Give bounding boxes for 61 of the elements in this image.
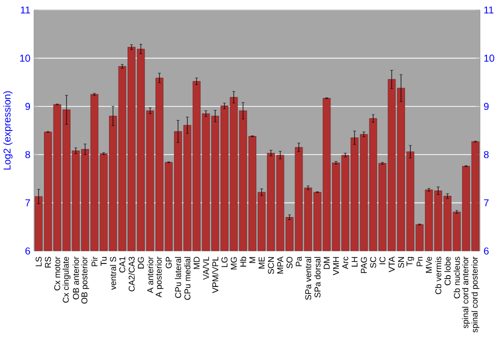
x-tick-label: Cx cingulate	[62, 256, 70, 303]
x-tick-label: Cb vermis	[435, 256, 442, 294]
x-tick-label: SPa ventral	[304, 257, 312, 300]
x-tick-label: CPu medial	[184, 257, 190, 300]
x-tick-label: MD	[194, 256, 200, 269]
x-tick-label: Arc	[342, 256, 348, 270]
x-tick-label: Tu	[100, 257, 107, 266]
y-tick-label: 7	[25, 199, 30, 206]
x-tick-label: ventral S	[110, 256, 116, 290]
x-tick-label: spinal cord posterior	[471, 256, 480, 332]
x-tick-label: Tg	[406, 256, 414, 266]
x-tick-label: A anterior	[147, 256, 154, 294]
y2-tick-label: 10	[484, 54, 494, 62]
y-tick-label: 11	[20, 6, 30, 14]
y-tick-label: 10	[20, 54, 30, 62]
x-tick-label: LH	[352, 257, 358, 267]
x-tick-label: MPA	[277, 256, 284, 274]
x-tick-label: Pn	[416, 257, 423, 266]
x-tick-label: MVe	[426, 256, 432, 273]
y-tick-label: 6	[25, 247, 30, 255]
x-tick-label: DM	[324, 257, 330, 269]
y2-tick-label: 9	[484, 102, 489, 110]
x-tick-label: VA/VL	[202, 256, 209, 280]
x-tick-label: M	[249, 257, 256, 263]
x-tick-label: VPM/VPL	[212, 256, 218, 294]
x-tick-label: MG	[230, 257, 237, 270]
x-tick-label: PAG	[360, 257, 367, 274]
y2-tick-label: 6	[484, 247, 489, 255]
x-tick-label: Pa	[296, 256, 302, 266]
x-tick-label: OB anterior	[72, 256, 79, 300]
x-tick-label: SC	[370, 256, 376, 268]
x-tick-label: LS	[36, 256, 42, 266]
x-tick-label: Cx motor	[54, 256, 60, 290]
x-tick-label: VTA	[388, 256, 395, 272]
x-tick-label: SPa dorsal	[314, 257, 321, 298]
x-tick-label: SN	[398, 257, 404, 268]
x-tick-label: Cb lobe	[444, 256, 451, 286]
x-tick-label: CA2/CA3	[128, 256, 135, 292]
y-axis-title: Log2 (expression)	[3, 91, 13, 170]
x-tick-label: OB posterior	[81, 256, 90, 304]
x-tick-label: ME	[258, 256, 265, 268]
y-tick-label: 9	[25, 102, 30, 110]
x-tick-label: DG	[138, 257, 144, 268]
x-tick-label: CPu lateral	[174, 257, 182, 298]
x-tick-label: CA1	[119, 256, 126, 272]
y2-tick-label: 7	[484, 199, 489, 206]
x-tick-label: RS	[44, 256, 51, 268]
x-tick-label: SO	[286, 256, 293, 268]
x-tick-label: spinal cord anterior	[462, 256, 470, 328]
x-tick-label: IC	[379, 256, 386, 264]
y-tick-label: 8	[25, 151, 30, 158]
x-tick-label: Cb nucleus	[454, 256, 460, 298]
x-tick-label: Hb	[240, 256, 246, 267]
x-tick-label: GP	[166, 256, 172, 268]
x-tick-label: A posterior	[155, 256, 164, 298]
x-tick-label: LG	[221, 257, 228, 268]
x-tick-label: VMH	[333, 257, 339, 276]
x-tick-label: Pir	[91, 256, 98, 266]
y2-tick-label: 8	[484, 151, 489, 158]
x-tick-label: SCN	[268, 257, 274, 274]
y2-tick-label: 11	[484, 6, 494, 14]
